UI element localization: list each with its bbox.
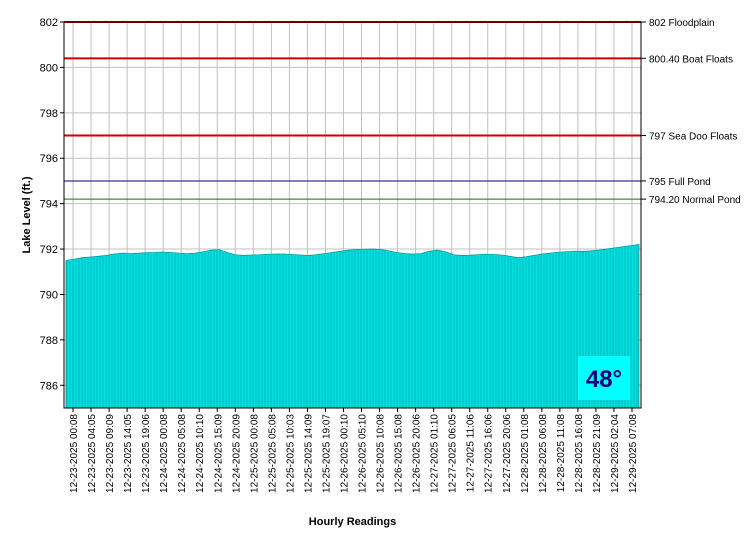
x-tick-label: 12-23-2025 09:09 <box>105 414 116 493</box>
y-tick-label: 788 <box>40 335 58 347</box>
reference-label: 795 Full Pond <box>649 177 711 188</box>
x-tick-label: 12-25-2025 19:07 <box>321 414 332 493</box>
x-tick-label: 12-23-2025 19:06 <box>141 414 152 493</box>
plot-frame <box>63 21 642 409</box>
x-tick-label: 12-26-2025 15:08 <box>394 414 405 493</box>
x-tick-label: 12-24-2025 15:09 <box>213 414 224 493</box>
x-tick-label: 12-24-2025 00:08 <box>159 414 170 493</box>
y-tick-label: 792 <box>40 244 58 256</box>
x-tick-label: 12-23-2025 04:05 <box>87 414 98 493</box>
x-tick-label: 12-27-2025 20:06 <box>502 414 513 493</box>
level-area <box>65 244 640 409</box>
x-tick-label: 12-25-2025 14:09 <box>303 414 314 493</box>
x-tick-label: 12-27-2025 01:10 <box>430 414 441 493</box>
x-tick-label: 12-24-2025 10:10 <box>195 414 206 493</box>
x-tick-label: 12-27-2025 16:06 <box>484 414 495 493</box>
y-tick-label: 786 <box>40 380 58 392</box>
y-tick-label: 802 <box>40 17 58 29</box>
x-axis-label: Hourly Readings <box>309 516 396 528</box>
x-tick-label: 12-24-2025 20:09 <box>231 414 242 493</box>
x-tick-label: 12-23-2025 00:08 <box>69 414 80 493</box>
reference-label: 800.40 Boat Floats <box>649 54 733 65</box>
y-tick-label: 790 <box>40 289 58 301</box>
reference-label: 794.20 Normal Pond <box>649 195 741 206</box>
temperature-box: 48° <box>578 356 630 400</box>
y-tick-label: 796 <box>40 153 58 165</box>
x-tick-label: 12-26-2025 20:06 <box>412 414 423 493</box>
y-tick-label: 798 <box>40 108 58 120</box>
reference-label: 797 Sea Doo Floats <box>649 132 737 143</box>
x-tick-label: 12-26-2025 10:08 <box>376 414 387 493</box>
y-axis: 786 788 790 792 794 796 798 800 802 <box>40 17 64 392</box>
x-tick-label: 12-26-2025 00:10 <box>339 414 350 493</box>
y-tick-label: 800 <box>40 62 58 74</box>
y-tick-label: 794 <box>40 199 58 211</box>
x-tick-label: 12-28-2025 16:08 <box>574 414 585 493</box>
x-tick-label: 12-29-2025 02:04 <box>610 414 621 493</box>
x-tick-label: 12-28-2025 21:09 <box>592 414 603 493</box>
x-tick-label: 12-29-2025 07:08 <box>628 414 639 493</box>
x-tick-label: 12-25-2025 00:08 <box>249 414 260 493</box>
temperature-label: 48° <box>586 366 622 393</box>
temperature-box-bg <box>578 356 630 400</box>
x-tick-label: 12-26-2025 05:10 <box>358 414 369 493</box>
x-tick-label: 12-28-2025 06:08 <box>538 414 549 493</box>
x-axis: 12-23-2025 00:08 12-23-2025 04:05 12-23-20… <box>69 408 639 493</box>
x-tick-label: 12-23-2025 14:05 <box>123 414 134 493</box>
x-tick-label: 12-27-2025 06:05 <box>448 414 459 493</box>
x-tick-label: 12-25-2025 10:03 <box>285 414 296 493</box>
reference-label: 802 Floodplain <box>649 18 715 29</box>
x-tick-label: 12-27-2025 11:06 <box>466 414 477 493</box>
x-tick-label: 12-28-2025 01:08 <box>520 414 531 493</box>
y-axis-label: Lake Level (ft.) <box>21 176 33 253</box>
x-tick-label: 12-25-2025 05:08 <box>267 414 278 493</box>
x-tick-label: 12-24-2025 05:08 <box>177 414 188 493</box>
x-tick-label: 12-28-2025 11:08 <box>556 414 567 493</box>
